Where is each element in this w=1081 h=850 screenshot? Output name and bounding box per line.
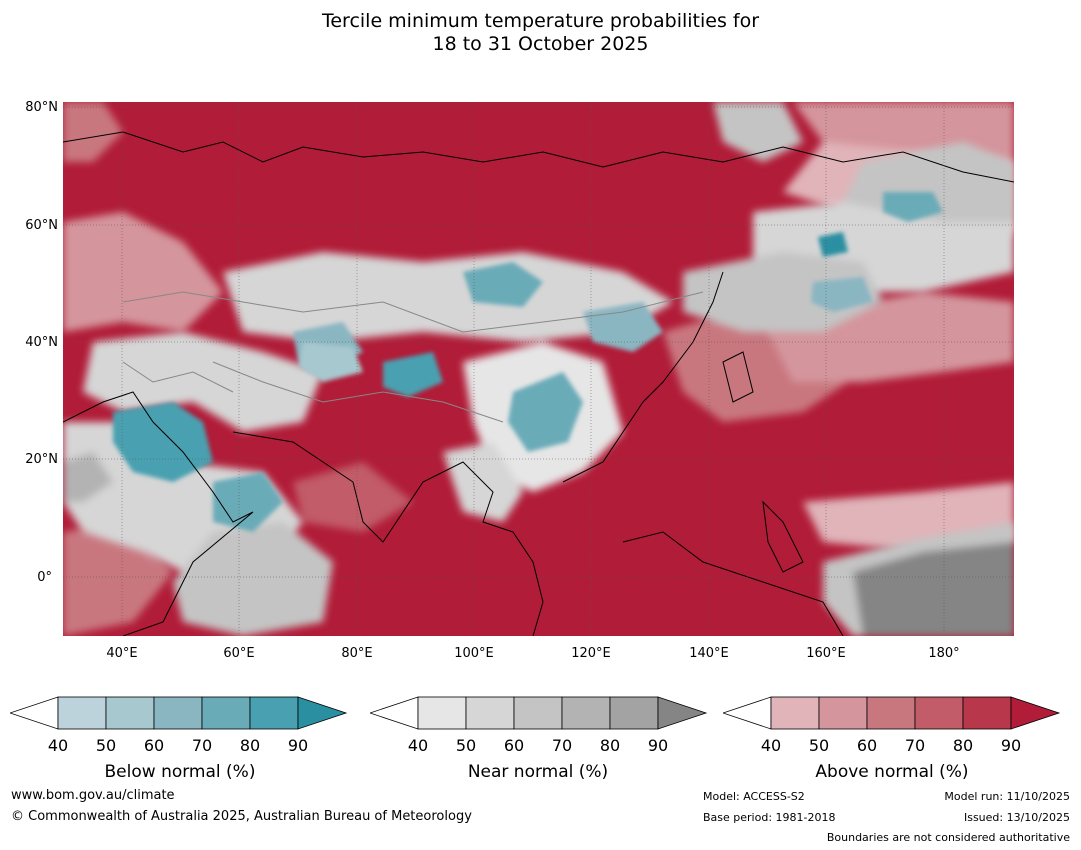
colorbar-near-label: Near normal (%) <box>467 762 609 782</box>
colorbar-near-swatches <box>368 696 708 730</box>
lat-label-80n: 80°N <box>25 100 58 115</box>
colorbar-below-swatch-6 <box>297 696 348 730</box>
colorbar-below-tick-40: 40 <box>47 736 69 755</box>
colorbar-above-label: Above normal (%) <box>815 762 969 782</box>
lon-label-140e: 140°E <box>689 646 729 661</box>
colorbar-near-swatch-6 <box>657 696 708 730</box>
lat-label-0: 0° <box>37 570 52 585</box>
lat-label-20n: 20°N <box>25 452 58 467</box>
colorbar-below-tick-60: 60 <box>143 736 165 755</box>
chart-title: Tercile minimum temperature probabilitie… <box>0 10 1081 56</box>
issued-text: Issued: 13/10/2025 <box>963 811 1070 824</box>
lon-label-160e: 160°E <box>806 646 846 661</box>
colorbar-near-tick-80: 80 <box>599 736 621 755</box>
copyright-text: © Commonwealth of Australia 2025, Austra… <box>11 809 472 824</box>
colorbar-near-swatch-0 <box>368 696 419 730</box>
colorbar-above-swatch-0 <box>721 696 772 730</box>
colorbar-near-swatch-1 <box>417 696 467 730</box>
colorbar-below-swatch-2 <box>105 696 155 730</box>
colorbar-near-swatch-2 <box>465 696 515 730</box>
gridlines <box>63 102 1014 636</box>
probability-map <box>63 102 1014 636</box>
lon-label-40e: 40°E <box>106 646 138 661</box>
colorbar-above-tick-70: 70 <box>904 736 926 755</box>
colorbar-near-swatch-4 <box>561 696 611 730</box>
lat-label-60n: 60°N <box>25 218 58 233</box>
colorbar-above-tick-80: 80 <box>952 736 974 755</box>
colorbar-above-swatch-1 <box>770 696 820 730</box>
colorbar-above-tick-60: 60 <box>856 736 878 755</box>
colorbar-below-normal: 40 50 60 70 80 90 <box>8 696 350 755</box>
colorbar-below-swatch-0 <box>8 696 59 730</box>
colorbar-below-swatches <box>8 696 348 730</box>
colorbar-above-tick-50: 50 <box>808 736 830 755</box>
colorbar-near-tick-40: 40 <box>407 736 429 755</box>
coastlines <box>63 131 1014 636</box>
colorbar-below-tick-90: 90 <box>287 736 309 755</box>
colorbar-above-swatches <box>721 696 1061 730</box>
colorbar-near-tick-90: 90 <box>647 736 669 755</box>
colorbar-below-swatch-5 <box>249 696 299 730</box>
below-normal-zones <box>113 192 943 532</box>
colorbar-below-swatch-3 <box>153 696 203 730</box>
lon-label-80e: 80°E <box>341 646 373 661</box>
colorbar-above-swatch-3 <box>866 696 916 730</box>
borders <box>122 291 704 423</box>
colorbar-above-swatch-2 <box>818 696 868 730</box>
colorbar-below-tick-70: 70 <box>191 736 213 755</box>
colorbar-near-tick-50: 50 <box>455 736 477 755</box>
colorbar-near-normal: 40 50 60 70 80 90 <box>368 696 710 755</box>
colorbar-below-tick-80: 80 <box>239 736 261 755</box>
colorbar-above-tick-40: 40 <box>760 736 782 755</box>
lon-label-120e: 120°E <box>571 646 611 661</box>
colorbar-above-normal: 40 50 60 70 80 90 <box>721 696 1063 755</box>
model-text: Model: ACCESS-S2 <box>703 790 805 803</box>
colorbar-above-tick-90: 90 <box>1000 736 1022 755</box>
lat-label-40n: 40°N <box>25 335 58 350</box>
colorbar-above-swatch-6 <box>1010 696 1061 730</box>
colorbar-above-swatch-5 <box>962 696 1012 730</box>
model-run-text: Model run: 11/10/2025 <box>944 790 1070 803</box>
base-period-text: Base period: 1981-2018 <box>703 811 836 824</box>
lon-label-180: 180° <box>928 646 960 661</box>
title-line-1: Tercile minimum temperature probabilitie… <box>321 10 760 32</box>
lon-label-100e: 100°E <box>454 646 494 661</box>
colorbar-below-tick-50: 50 <box>95 736 117 755</box>
lon-label-60e: 60°E <box>223 646 255 661</box>
colorbar-below-label: Below normal (%) <box>104 762 256 782</box>
title-line-2: 18 to 31 October 2025 <box>432 33 649 55</box>
colorbar-above-swatch-4 <box>914 696 964 730</box>
colorbar-near-tick-60: 60 <box>503 736 525 755</box>
colorbar-below-swatch-4 <box>201 696 251 730</box>
disclaimer-text: Boundaries are not considered authoritat… <box>826 831 1070 844</box>
colorbar-below-swatch-1 <box>57 696 107 730</box>
colorbar-near-swatch-5 <box>609 696 659 730</box>
website-link[interactable]: www.bom.gov.au/climate <box>11 788 175 803</box>
colorbar-near-tick-70: 70 <box>551 736 573 755</box>
colorbar-near-swatch-3 <box>513 696 563 730</box>
